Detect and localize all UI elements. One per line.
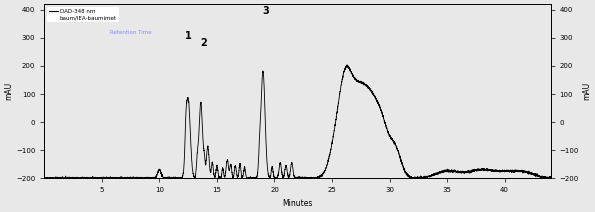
Text: 3: 3 [262, 6, 269, 16]
Y-axis label: mAU: mAU [582, 82, 591, 100]
Text: 2: 2 [200, 38, 206, 48]
Y-axis label: mAU: mAU [4, 82, 13, 100]
Legend: DAD-348 nm, baum/IEA-baumimet: DAD-348 nm, baum/IEA-baumimet [47, 7, 119, 22]
X-axis label: Minutes: Minutes [282, 199, 313, 208]
Text: 1: 1 [185, 31, 192, 41]
Text: Retention Time: Retention Time [110, 30, 152, 35]
